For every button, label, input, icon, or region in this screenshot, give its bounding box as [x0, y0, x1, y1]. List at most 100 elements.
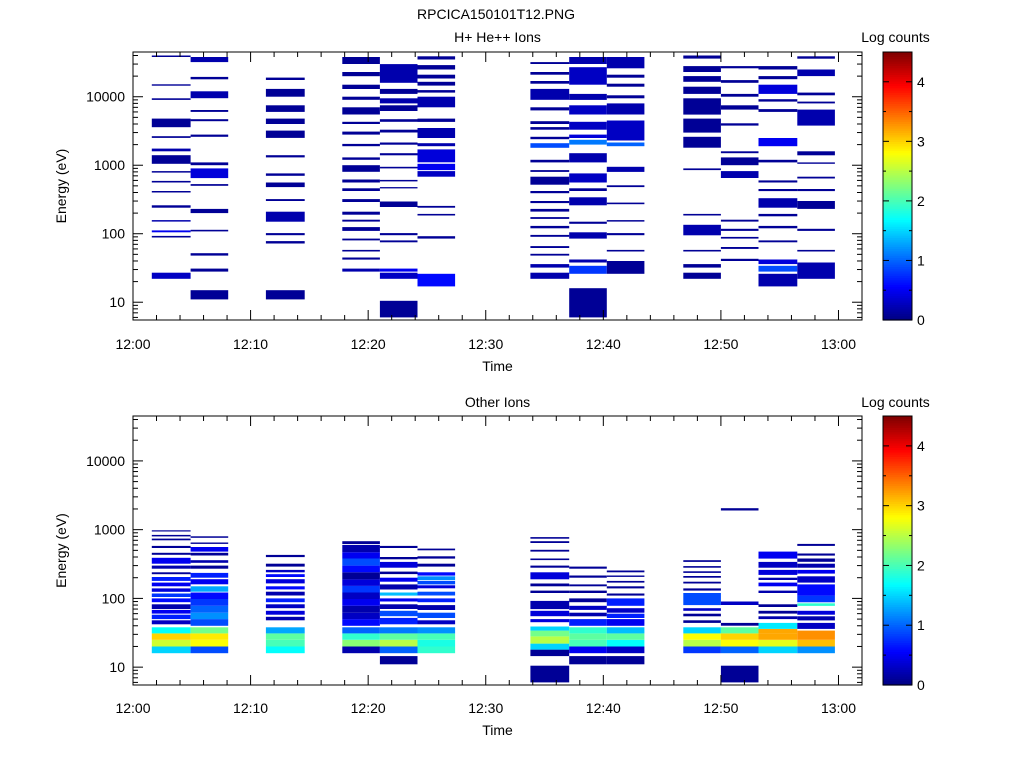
heatmap-cell — [530, 600, 570, 610]
heatmap-cell — [797, 558, 835, 562]
colorbar-swatch — [883, 445, 912, 448]
colorbar-swatch — [883, 667, 912, 670]
heatmap-cell — [265, 616, 305, 621]
heatmap-cell — [190, 268, 229, 272]
heatmap-cell — [683, 646, 721, 654]
colorbar-swatch — [883, 132, 912, 136]
heatmap-cell — [190, 76, 229, 80]
colorbar-tick-label: 3 — [917, 498, 925, 514]
colorbar-swatch — [883, 134, 912, 138]
colorbar-swatch — [883, 492, 912, 496]
heatmap-cell — [379, 187, 418, 189]
colorbar-swatch — [883, 186, 912, 189]
colorbar-swatch — [883, 586, 912, 590]
heatmap-cell — [569, 633, 607, 640]
colorbar-swatch — [883, 223, 912, 227]
heatmap-cell — [720, 601, 759, 605]
heatmap-cell — [190, 57, 229, 63]
colorbar-swatch — [883, 496, 912, 500]
heatmap-cell — [797, 92, 835, 96]
heatmap-cell — [190, 290, 229, 300]
heatmap-cell — [530, 121, 570, 124]
heatmap-cell — [379, 561, 418, 568]
heatmap-cell — [417, 612, 456, 618]
heatmap-cell — [379, 545, 418, 548]
heatmap-cell — [379, 98, 418, 104]
heatmap-cell — [190, 586, 229, 592]
heatmap-cell — [530, 565, 570, 568]
colorbar-swatch — [883, 593, 912, 596]
heatmap-cell — [683, 249, 721, 252]
heatmap-cell — [342, 96, 380, 100]
heatmap-cell — [530, 649, 570, 657]
heatmap-cell — [151, 577, 191, 581]
colorbar-tick-label: 2 — [917, 193, 925, 209]
colorbar-swatch — [883, 516, 912, 520]
heatmap-cell — [569, 612, 607, 617]
colorbar-swatch — [883, 286, 912, 290]
colorbar-swatch — [883, 537, 912, 540]
colorbar-swatch — [883, 494, 912, 498]
colorbar-tick-label: 2 — [917, 557, 925, 573]
x-tick-label: 13:00 — [821, 700, 856, 716]
heatmap-cell — [569, 566, 607, 569]
heatmap-cell — [151, 588, 191, 592]
colorbar-swatch — [883, 680, 912, 684]
heatmap-cell — [569, 656, 607, 665]
heatmap-cell — [797, 162, 835, 164]
heatmap-cell — [683, 213, 721, 216]
heatmap-cell — [606, 619, 645, 626]
heatmap-cell — [417, 548, 456, 551]
x-tick-label: 12:00 — [115, 336, 150, 352]
heatmap-cell — [342, 541, 380, 544]
colorbar-swatch — [883, 505, 912, 509]
heatmap-cell — [606, 613, 645, 618]
x-tick-label: 12:10 — [233, 336, 268, 352]
colorbar-swatch — [883, 604, 912, 608]
colorbar-swatch — [883, 141, 912, 145]
heatmap-cell — [683, 639, 721, 647]
heatmap-cell — [151, 98, 191, 100]
colorbar-swatch — [883, 510, 912, 513]
heatmap-cell — [530, 541, 570, 543]
colorbar-swatch — [883, 557, 912, 561]
heatmap-cell — [720, 66, 759, 69]
colorbar-swatch — [883, 442, 912, 446]
heatmap-cell — [530, 225, 570, 229]
colorbar-swatch — [883, 89, 912, 93]
heatmap-cell — [530, 549, 570, 552]
colorbar-swatch — [883, 145, 912, 149]
heatmap-cell — [569, 121, 607, 130]
colorbar-swatch — [883, 640, 912, 644]
colorbar-swatch — [883, 65, 912, 69]
heatmap-cell — [530, 610, 570, 617]
colorbar-swatch — [883, 599, 912, 603]
colorbar-swatch — [883, 503, 912, 507]
heatmap-cell — [379, 88, 418, 94]
colorbar-swatch — [883, 212, 912, 216]
colorbar-swatch — [883, 63, 912, 66]
heatmap-cell — [190, 208, 229, 214]
heatmap-cell — [530, 246, 570, 248]
colorbar-swatch — [883, 628, 912, 632]
x-tick-label: 12:20 — [351, 700, 386, 716]
colorbar-swatch — [883, 633, 912, 637]
colorbar-swatch — [883, 232, 912, 236]
heatmap-cell — [530, 62, 570, 64]
heatmap-cell — [190, 646, 229, 654]
heatmap-cell — [417, 128, 456, 138]
heatmap-cell — [758, 577, 798, 580]
colorbar-swatch — [883, 416, 912, 419]
heatmap-cell — [797, 56, 835, 59]
colorbar-swatch — [883, 123, 912, 127]
colorbar-swatch — [883, 277, 912, 281]
colorbar-swatch — [883, 664, 912, 668]
colorbar-swatch — [883, 56, 912, 60]
heatmap-cell — [417, 213, 456, 216]
colorbar-label: Log counts — [861, 394, 930, 410]
colorbar-swatch — [883, 248, 912, 252]
heatmap-cell — [530, 72, 570, 75]
heatmap-cell — [379, 119, 418, 122]
heatmap-cell — [758, 76, 798, 80]
y-axis-label: Energy (eV) — [53, 513, 69, 588]
